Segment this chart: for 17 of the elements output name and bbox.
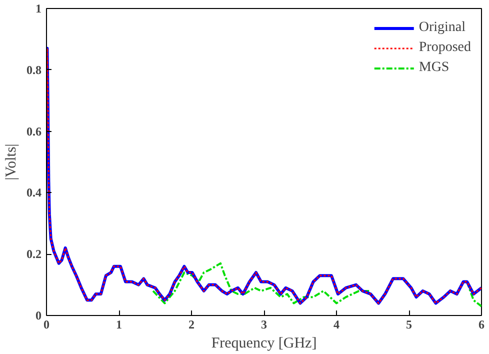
y-tick-label: 0.8 — [26, 62, 42, 77]
y-axis-title: |Volts| — [4, 144, 20, 180]
x-tick-label: 2 — [188, 318, 194, 332]
x-tick-label: 1 — [116, 318, 122, 332]
y-tick-label: 0.6 — [26, 124, 42, 138]
y-tick-label: 0.4 — [26, 186, 42, 200]
x-tick-label: 6 — [478, 318, 484, 332]
y-tick-label: 1 — [36, 2, 42, 16]
x-tick-label: 4 — [334, 318, 340, 332]
legend-label: Original — [418, 20, 466, 36]
x-tick-label: 3 — [261, 318, 267, 332]
legend-label: MGS — [418, 60, 450, 76]
x-tick-label: 5 — [406, 318, 412, 332]
legend-label: Proposed — [418, 40, 471, 56]
y-tick-label: 0 — [36, 308, 42, 322]
y-tick-label: 0.2 — [26, 247, 42, 262]
x-axis-title: Frequency [GHz] — [211, 336, 317, 352]
